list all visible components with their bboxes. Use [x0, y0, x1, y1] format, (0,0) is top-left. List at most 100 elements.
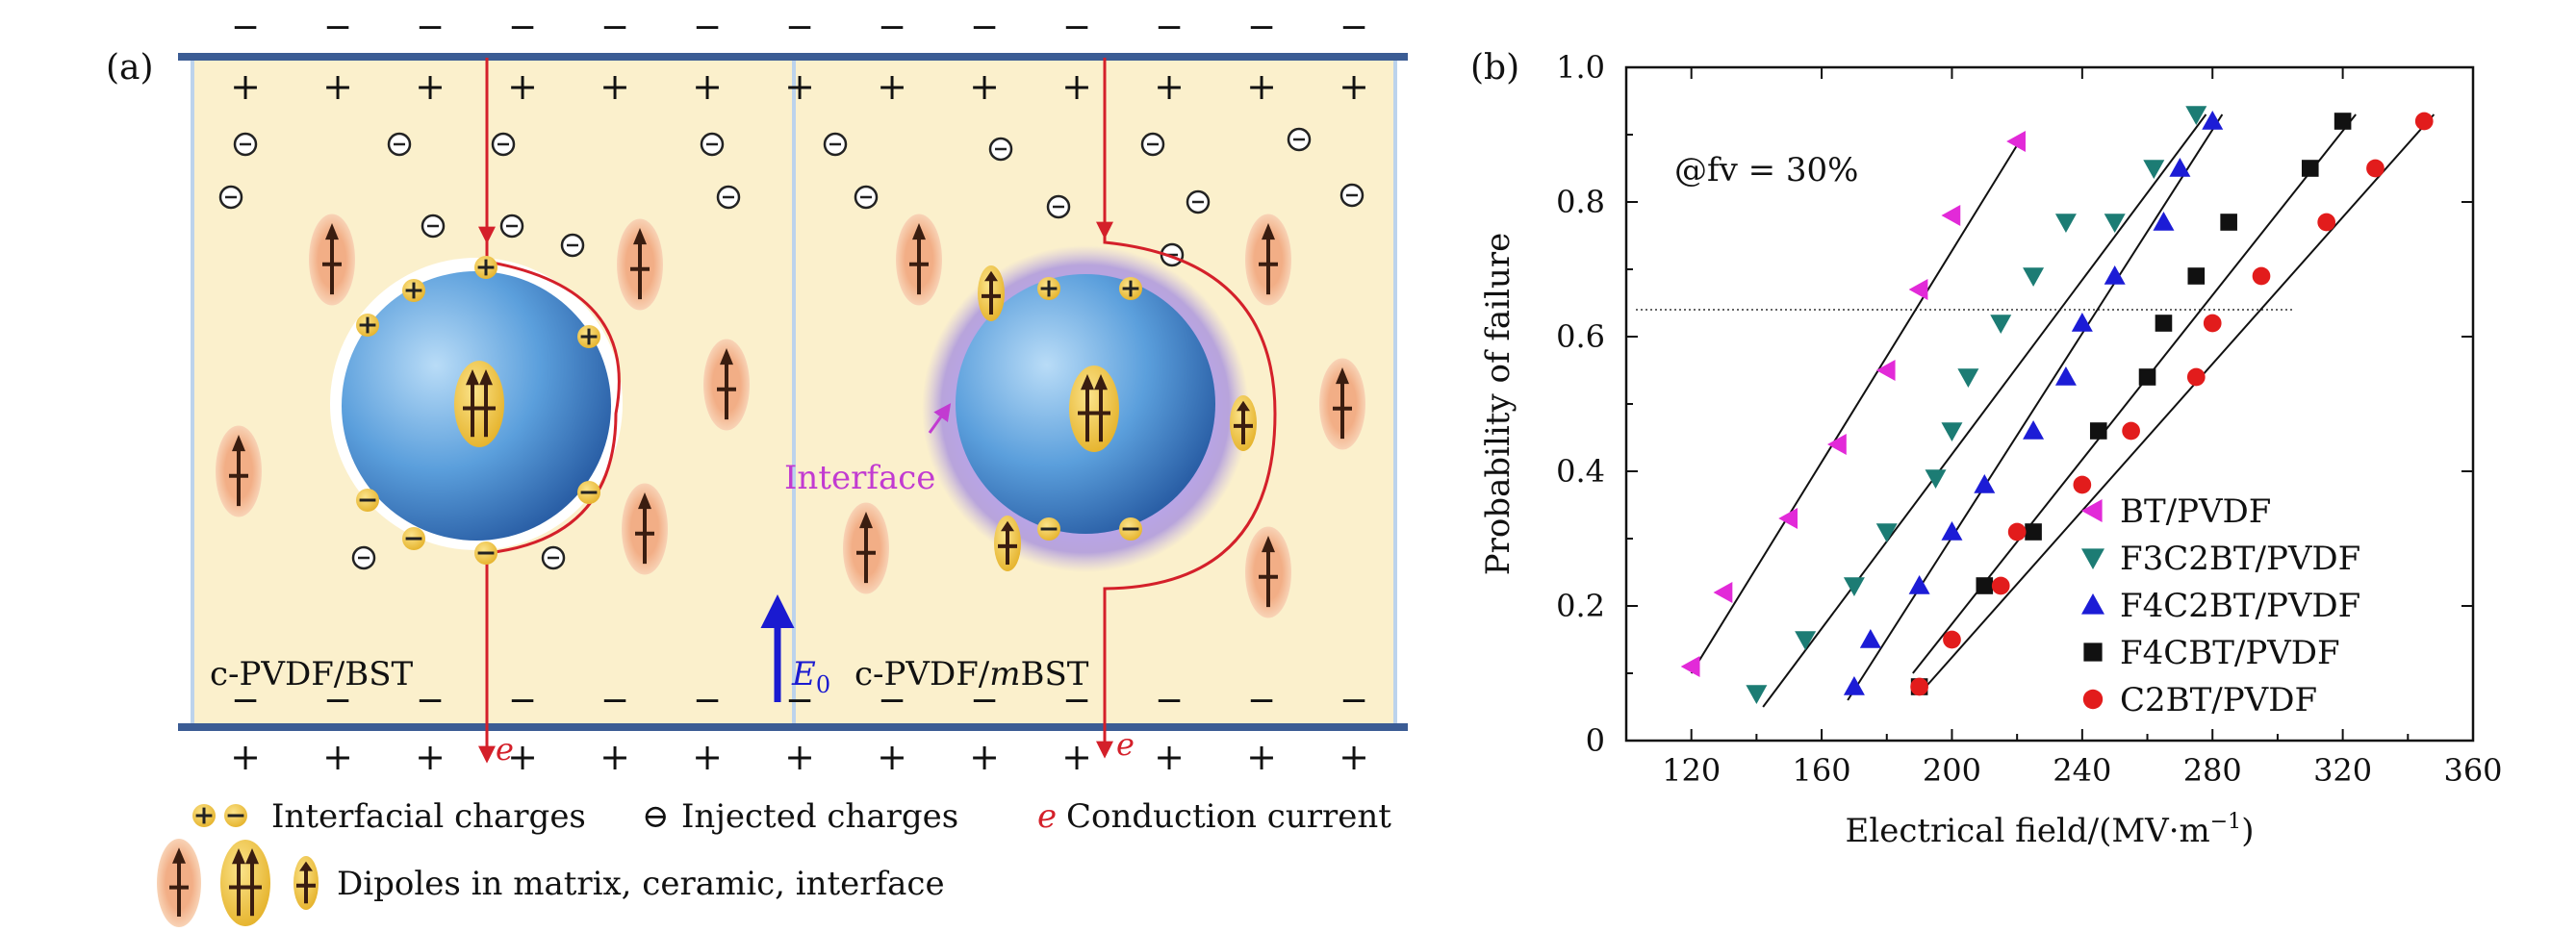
- electrode-plus-sign: +: [1061, 736, 1092, 778]
- point-f4cbt-pvdf: [2138, 368, 2156, 386]
- matrix-dipole: [896, 214, 942, 306]
- point-f4c2bt-pvdf: [1941, 521, 1963, 541]
- electrode-minus-sign: −: [1339, 8, 1368, 47]
- dipole-head: [172, 847, 186, 864]
- electrode-plus-sign: +: [1339, 736, 1369, 778]
- label-c-pvdf-mbst: c-PVDF/mBST: [854, 655, 1089, 693]
- matrix-dipole: [1245, 526, 1291, 618]
- legend-current-icon: e: [1037, 797, 1057, 836]
- point-f4c2bt-pvdf: [2153, 212, 2175, 231]
- legend-label-f4c2bt-pvdf: F4C2BT/PVDF: [2120, 587, 2360, 625]
- interface-dipole: [994, 516, 1021, 571]
- electrode-plus-sign: +: [692, 736, 723, 778]
- electrode-plus-sign: +: [969, 65, 1000, 108]
- electrode-plus-sign: +: [784, 736, 815, 778]
- point-bt-pvdf: [2006, 131, 2026, 152]
- interface-pointer-arrow: [928, 403, 952, 434]
- point-f4c2bt-pvdf: [2071, 313, 2093, 332]
- point-bt-pvdf: [1875, 360, 1896, 381]
- field-label: E0: [791, 655, 830, 698]
- point-f3c2bt-pvdf: [2185, 106, 2207, 125]
- point-c2bt-pvdf: [2007, 522, 2027, 542]
- point-f3c2bt-pvdf: [2104, 214, 2126, 233]
- electrode-plus-sign: +: [1061, 65, 1092, 108]
- y-tick-label: 0: [1586, 722, 1605, 759]
- ceramic-dipole: [454, 361, 504, 447]
- dipole-head: [1001, 520, 1014, 532]
- point-f3c2bt-pvdf: [2054, 214, 2077, 233]
- point-bt-pvdf: [1713, 582, 1733, 603]
- electrode-plus-sign: +: [1246, 736, 1277, 778]
- dipole-head: [633, 228, 647, 245]
- y-tick-label: 1.0: [1556, 49, 1605, 86]
- electrode-minus-sign: −: [416, 8, 445, 47]
- current-symbol-right: e: [1116, 726, 1135, 763]
- fit-line-c2bt-pvdf: [1925, 113, 2436, 688]
- top-positive-charges: + + + + + + + + + + + + +: [230, 65, 1369, 108]
- dipole-head: [245, 848, 259, 865]
- legend-label-f4cbt-pvdf: F4CBT/PVDF: [2120, 634, 2340, 672]
- point-f4c2bt-pvdf: [1843, 676, 1865, 695]
- x-axis-label: Electrical field/(MV·m−1): [1846, 810, 2255, 850]
- legend-dipoles-text: Dipoles in matrix, ceramic, interface: [337, 865, 945, 903]
- fit-line-f3c2bt-pvdf: [1762, 113, 2207, 708]
- panel-a-tag: (a): [106, 48, 154, 88]
- panel-b-tag: (b): [1470, 48, 1519, 88]
- electrode-plus-sign: +: [1154, 65, 1185, 108]
- electrode-minus-sign: −: [970, 681, 999, 720]
- point-f4c2bt-pvdf: [2169, 158, 2191, 177]
- dipole-head: [859, 512, 873, 529]
- electrode-minus-sign: −: [323, 8, 352, 47]
- point-f4cbt-pvdf: [2089, 422, 2107, 440]
- point-f4cbt-pvdf: [1976, 577, 1994, 594]
- dipole-head: [299, 861, 313, 871]
- legend-label-bt-pvdf: BT/PVDF: [2120, 492, 2271, 531]
- legend-current-text: Conduction current: [1066, 797, 1391, 836]
- point-bt-pvdf: [1680, 656, 1700, 677]
- electrode-minus-sign: −: [600, 8, 629, 47]
- electrode-plus-sign: +: [415, 736, 446, 778]
- point-c2bt-pvdf: [2073, 475, 2092, 494]
- electrode-minus-sign: −: [1339, 681, 1368, 720]
- panel-b-chart: (b) 120 160 200 240 280 320 360 0 0.2 0.4 0.6 0.8 1.…: [1470, 48, 2503, 850]
- ceramic-dipole-body: [454, 361, 504, 447]
- legend-label-c2bt-pvdf: C2BT/PVDF: [2120, 681, 2317, 719]
- electrode-minus-sign: −: [970, 8, 999, 47]
- x-tick-label: 120: [1662, 752, 1721, 789]
- matrix-dipole: [703, 339, 750, 431]
- point-f4cbt-pvdf: [2220, 214, 2237, 231]
- electrode-minus-sign: −: [508, 681, 537, 720]
- matrix-dipole: [622, 483, 668, 575]
- matrix-dipole: [309, 214, 355, 306]
- point-f4c2bt-pvdf: [2202, 111, 2224, 130]
- dipole-head: [466, 369, 479, 386]
- dipole-head: [1262, 223, 1275, 240]
- electrode-plus-sign: +: [877, 736, 907, 778]
- point-f4c2bt-pvdf: [1908, 575, 1930, 594]
- point-bt-pvdf: [1908, 279, 1928, 300]
- legend-ceramic-dipole: [220, 840, 270, 926]
- bottom-positive-charges: + + + + + + + + + + + + +: [230, 736, 1369, 778]
- point-bt-pvdf: [1778, 508, 1798, 529]
- electrode-minus-sign: −: [693, 681, 722, 720]
- point-c2bt-pvdf: [1910, 677, 1928, 696]
- electrode-plus-sign: +: [507, 65, 538, 108]
- point-f4cbt-pvdf: [2187, 267, 2206, 285]
- electrode-plus-sign: +: [507, 736, 538, 778]
- legend-matrix-dipole: [157, 839, 201, 927]
- point-f3c2bt-pvdf: [1875, 523, 1898, 542]
- matrix-dipole: [1319, 358, 1365, 450]
- electrode-minus-sign: −: [785, 8, 814, 47]
- point-f3c2bt-pvdf: [1843, 577, 1865, 596]
- conduction-current-left: [478, 58, 621, 764]
- x-axis-label-exponent: −1: [2210, 810, 2241, 834]
- electrode-plus-sign: +: [969, 736, 1000, 778]
- point-c2bt-pvdf: [2252, 266, 2271, 286]
- legend-dipole-icons: [157, 839, 319, 927]
- electrode-minus-sign: −: [1247, 681, 1276, 720]
- electrode-plus-sign: +: [415, 65, 446, 108]
- chart-legend: BT/PVDF F3C2BT/PVDF F4C2BT/PVDF F4CBT/PVDF C…: [2081, 492, 2360, 719]
- electrode-minus-sign: −: [1247, 8, 1276, 47]
- electrode-plus-sign: +: [1154, 736, 1185, 778]
- interface-dipole: [978, 265, 1005, 321]
